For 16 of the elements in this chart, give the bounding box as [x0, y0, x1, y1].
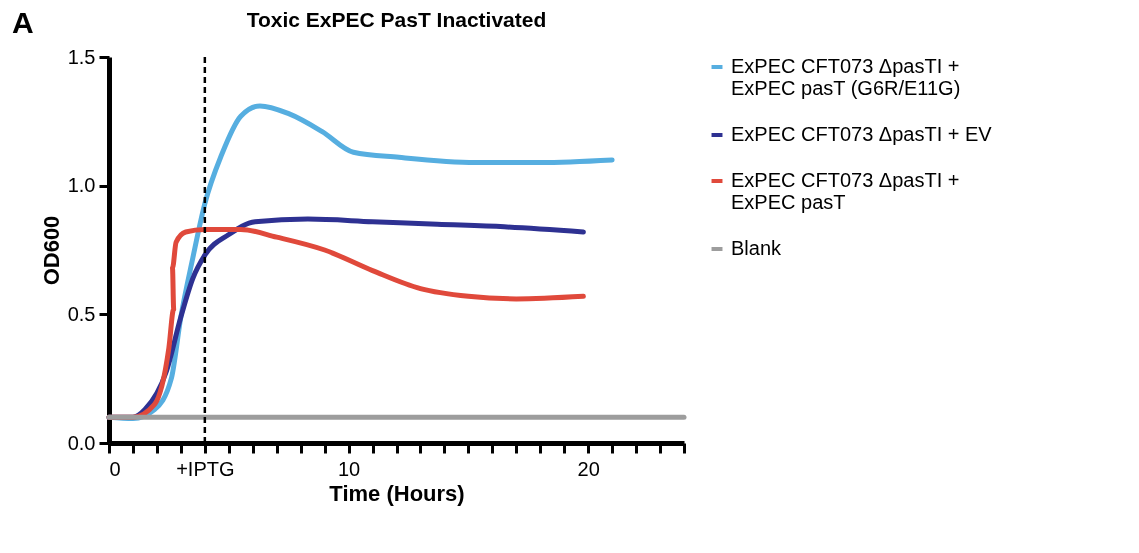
y-tick-label: 0.5: [67, 302, 96, 325]
legend-label: ExPEC CFT073 ΔpasTI + ExPEC pasT: [731, 169, 960, 213]
y-tick-label: 1.5: [67, 45, 96, 68]
chart-title: Toxic ExPEC PasT Inactivated: [246, 8, 547, 31]
text: A: [12, 6, 34, 40]
x-tick-label: 20: [577, 457, 600, 480]
y-axis-title: OD600: [38, 215, 64, 286]
x-tick-label: 0: [109, 457, 121, 480]
legend-label: Blank: [731, 237, 783, 259]
y-tick-label: 1.0: [67, 174, 96, 197]
legend-label: ExPEC CFT073 ΔpasTI + ExPEC pasT (G6R/E11G): [731, 55, 961, 99]
y-tick-label: 0.0: [67, 431, 96, 454]
legend-label: ExPEC CFT073 ΔpasTI + EV: [731, 123, 993, 145]
x-tick-label: +IPTG: [176, 457, 235, 480]
x-tick-label: 10: [337, 457, 361, 480]
x-axis-title: Time (Hours): [329, 480, 465, 506]
